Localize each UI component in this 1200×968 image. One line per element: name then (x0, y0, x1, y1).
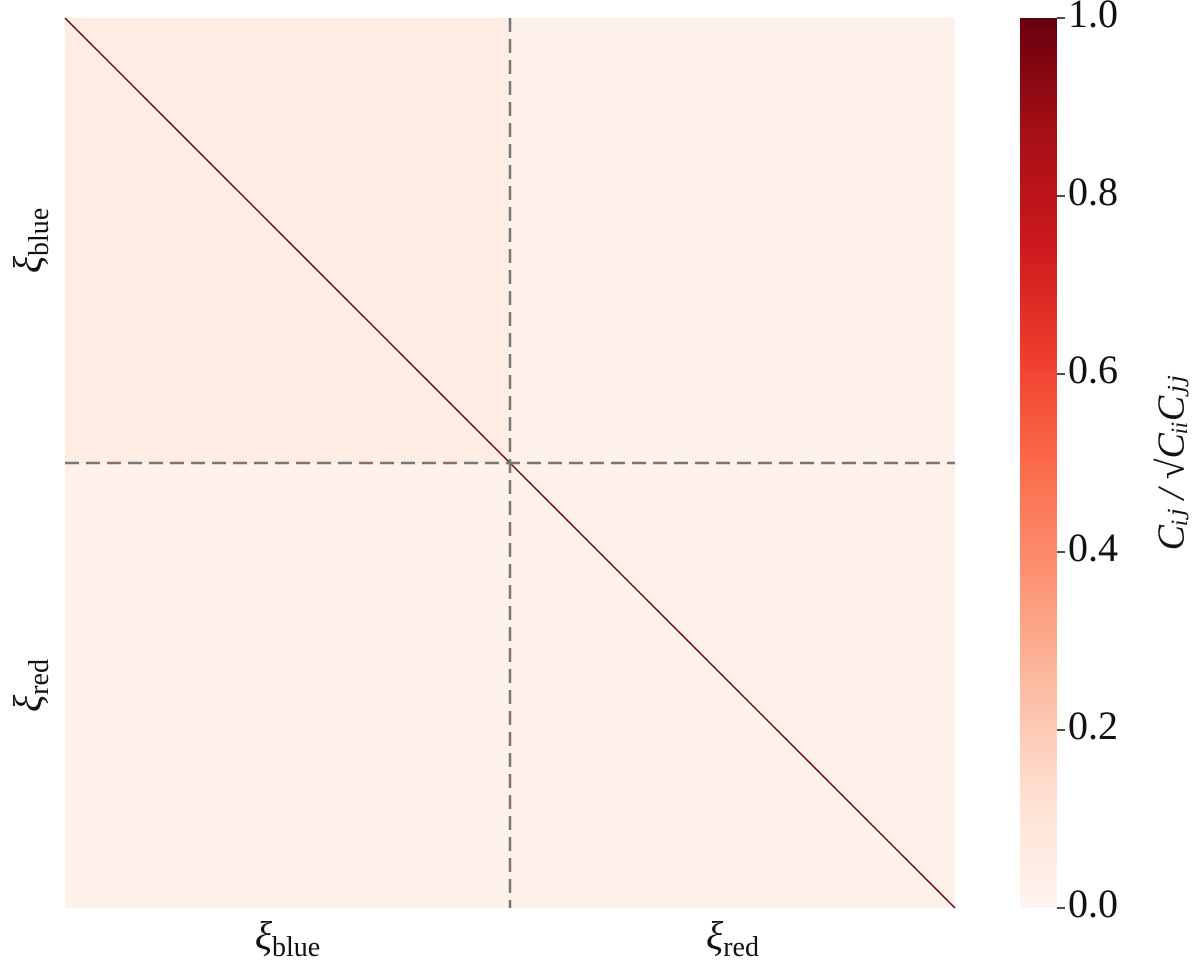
colorbar-tick-label: 1.0 (1068, 0, 1118, 36)
axis-subscript: blue (272, 932, 320, 963)
heatmap-cell (510, 18, 955, 463)
axis-subscript: blue (24, 208, 55, 256)
colorbar-tick-label: 0.0 (1068, 881, 1118, 926)
axis-label: ξblue (255, 913, 320, 963)
axis-symbol: ξ (706, 913, 724, 958)
axis-label: ξred (706, 913, 759, 963)
axis-label: ξred (5, 659, 55, 712)
colorbar-tick-label: 0.4 (1068, 525, 1118, 570)
colorbar-tick-label: 0.2 (1068, 703, 1118, 748)
axis-symbol: ξ (5, 694, 50, 712)
axis-symbol: ξ (5, 255, 50, 273)
colorbar-tick-label: 0.8 (1068, 169, 1118, 214)
axis-subscript: red (723, 932, 759, 963)
axis-subscript: red (24, 659, 55, 695)
colorbar-label: Cᵢⱼ / √CᵢᵢCⱼⱼ (1151, 376, 1193, 551)
axis-label: ξblue (5, 208, 55, 273)
heatmap-cell (65, 463, 510, 908)
colorbar (1020, 18, 1057, 908)
colorbar-tick-label: 0.6 (1068, 347, 1118, 392)
axis-symbol: ξ (255, 913, 273, 958)
